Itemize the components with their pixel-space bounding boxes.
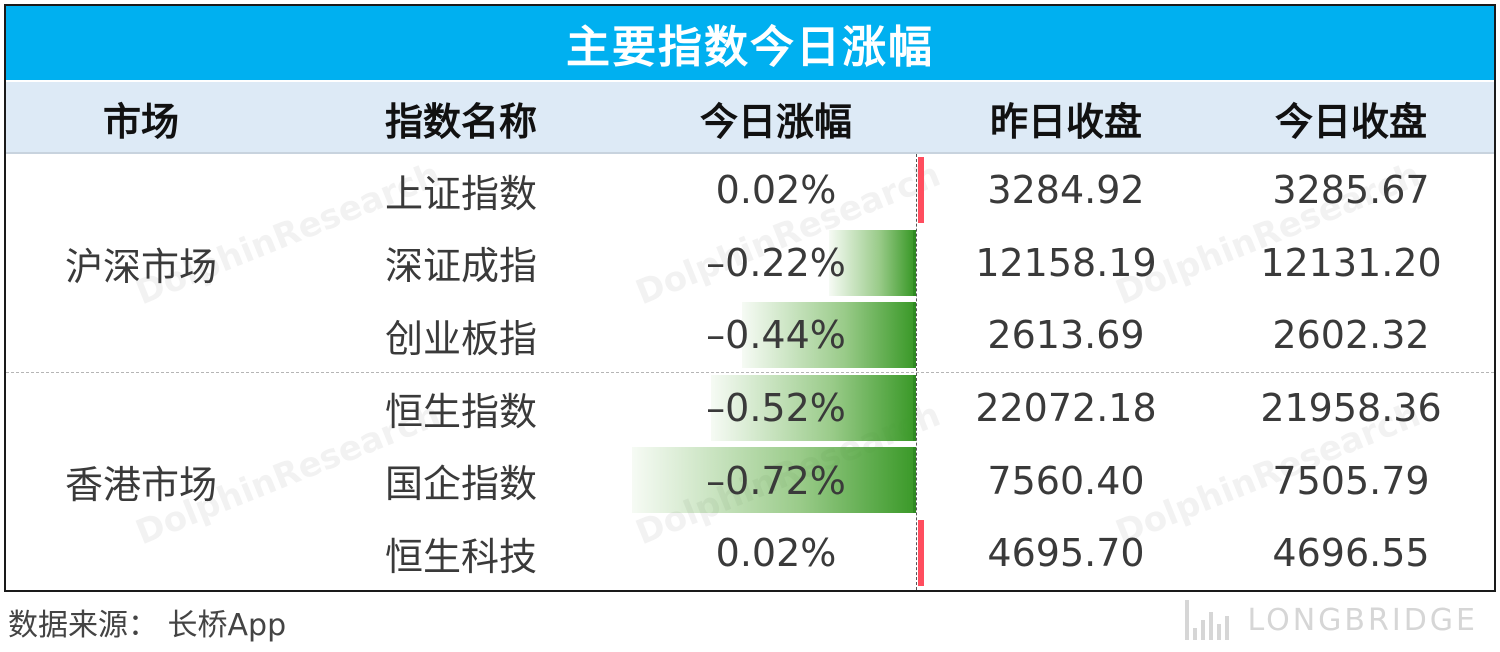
- index-name-cell: 创业板指: [384, 316, 537, 361]
- close-cell: 21958.36: [1260, 386, 1442, 431]
- index-name-cell: 国企指数: [384, 462, 537, 507]
- close-cell: 2602.32: [1272, 313, 1430, 358]
- header-close: 今日收盘: [1274, 99, 1427, 144]
- brand-logo: LONGBRIDGE: [1185, 598, 1478, 642]
- index-name-cell: 上证指数: [384, 171, 537, 216]
- table-row: 恒生指数 –0.52% 22072.18 21958.36: [6, 372, 1494, 445]
- close-cell: 3285.67: [1272, 168, 1430, 213]
- index-name-cell: 恒生科技: [384, 534, 537, 579]
- index-name-cell: 深证成指: [384, 244, 537, 289]
- change-cell: 0.02%: [715, 531, 837, 576]
- index-name-cell: 恒生指数: [384, 389, 537, 434]
- brand-text: LONGBRIDGE: [1247, 602, 1478, 638]
- change-cell: 0.02%: [715, 168, 837, 213]
- table-row: 国企指数 –0.72% 7560.40 7505.79: [6, 444, 1494, 517]
- group-divider: [6, 372, 1494, 373]
- close-cell: 7505.79: [1272, 458, 1430, 503]
- prev-close-cell: 2613.69: [987, 313, 1145, 358]
- longbridge-logo-icon: [1185, 600, 1230, 640]
- market-cell-shenzhen-shanghai: 沪深市场: [64, 244, 217, 289]
- header-change: 今日涨幅: [699, 99, 852, 144]
- table-body: DolphinResearch DolphinResearch DolphinR…: [6, 154, 1494, 590]
- header-market: 市场: [102, 99, 179, 144]
- change-bar: [710, 374, 916, 441]
- prev-close-cell: 4695.70: [987, 531, 1145, 576]
- change-bar: [829, 229, 916, 296]
- change-bar: [918, 157, 924, 223]
- table-row: 创业板指 –0.44% 2613.69 2602.32: [6, 299, 1494, 372]
- index-table: 主要指数今日涨幅 市场 指数名称 今日涨幅 昨日收盘 今日收盘 DolphinR…: [4, 4, 1496, 592]
- change-cell: –0.52%: [706, 386, 846, 431]
- table-row: 深证成指 –0.22% 12158.19 12131.20: [6, 227, 1494, 300]
- change-cell: –0.22%: [706, 240, 846, 285]
- change-bar: [918, 520, 924, 586]
- header-row: 市场 指数名称 今日涨幅 昨日收盘 今日收盘: [6, 80, 1494, 154]
- change-bar: [631, 447, 916, 514]
- header-prev-close: 昨日收盘: [989, 99, 1142, 144]
- table-row: 恒生科技 0.02% 4695.70 4696.55: [6, 517, 1494, 590]
- zero-axis-line: [916, 154, 917, 590]
- prev-close-cell: 3284.92: [987, 168, 1145, 213]
- header-index-name: 指数名称: [384, 99, 537, 144]
- change-bar: [742, 302, 916, 369]
- change-cell: –0.44%: [706, 313, 846, 358]
- table-row: 上证指数 0.02% 3284.92 3285.67: [6, 154, 1494, 227]
- prev-close-cell: 12158.19: [975, 240, 1157, 285]
- market-cell-hongkong: 香港市场: [64, 462, 217, 507]
- close-cell: 12131.20: [1260, 240, 1442, 285]
- close-cell: 4696.55: [1272, 531, 1430, 576]
- prev-close-cell: 7560.40: [987, 458, 1145, 503]
- table-title: 主要指数今日涨幅: [6, 6, 1494, 80]
- prev-close-cell: 22072.18: [975, 386, 1157, 431]
- data-source: 数据来源： 长桥App: [8, 608, 287, 643]
- change-cell: –0.72%: [706, 458, 846, 503]
